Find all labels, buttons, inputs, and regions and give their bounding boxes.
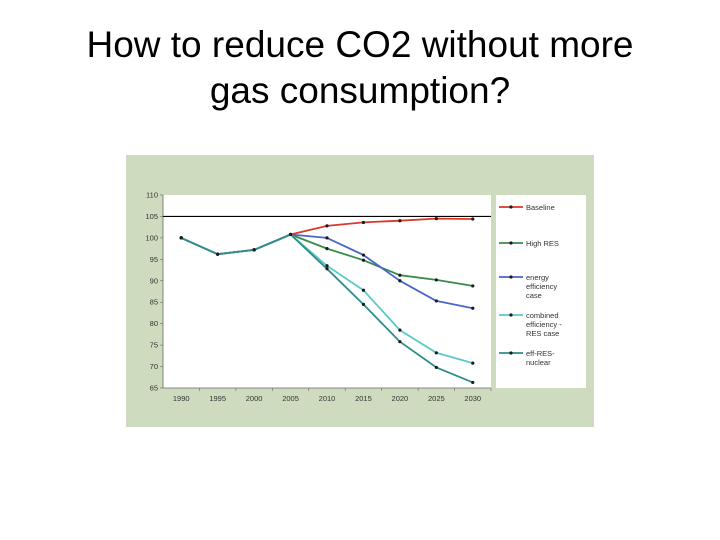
y-tick-label: 100 bbox=[145, 233, 158, 242]
x-tick-label: 2005 bbox=[282, 394, 299, 403]
y-tick-label: 65 bbox=[150, 384, 158, 393]
data-point bbox=[361, 288, 366, 292]
data-point bbox=[361, 258, 366, 262]
x-tick-label: 2000 bbox=[246, 394, 263, 403]
data-point bbox=[361, 220, 366, 225]
data-point bbox=[434, 299, 438, 303]
x-tick-label: 1995 bbox=[209, 394, 226, 403]
data-point bbox=[434, 216, 438, 221]
x-tick-label: 1990 bbox=[173, 394, 190, 403]
legend-marker-3 bbox=[509, 313, 513, 317]
data-point bbox=[471, 306, 475, 310]
data-point bbox=[288, 232, 293, 237]
legend-marker-2 bbox=[509, 275, 513, 279]
data-point bbox=[325, 247, 329, 251]
line-chart: 65 70 75 80 85 90 95 100 105 110 1990 1995 2000 2005 2… bbox=[145, 191, 586, 403]
legend-label-0: Baseline bbox=[526, 203, 555, 212]
y-tick-label: 105 bbox=[145, 212, 158, 221]
y-tick-label: 70 bbox=[150, 362, 158, 371]
data-point bbox=[325, 224, 329, 228]
slide-title: How to reduce CO2 without more gas consu… bbox=[0, 22, 720, 114]
data-point bbox=[398, 219, 402, 223]
legend-label-1: High RES bbox=[526, 239, 559, 248]
data-point bbox=[471, 217, 475, 221]
data-point bbox=[398, 279, 402, 283]
x-tick-label: 2025 bbox=[428, 394, 445, 403]
data-point bbox=[434, 278, 438, 282]
slide-title-line-1: How to reduce CO2 without more bbox=[86, 24, 634, 65]
x-tick-label: 2015 bbox=[355, 394, 372, 403]
legend-marker-1 bbox=[509, 241, 513, 245]
legend-label-4: eff-RES- bbox=[526, 349, 555, 358]
x-tick-label: 2020 bbox=[392, 394, 409, 403]
legend-label-3: efficiency - bbox=[526, 320, 562, 329]
data-point bbox=[434, 365, 438, 370]
slide-title-line-2: gas consumption? bbox=[209, 70, 511, 111]
y-tick-label: 75 bbox=[150, 341, 158, 350]
y-tick-label: 80 bbox=[150, 319, 158, 328]
data-point bbox=[325, 267, 329, 271]
data-point bbox=[216, 252, 220, 256]
data-point bbox=[325, 264, 329, 268]
y-tick-label: 85 bbox=[150, 298, 158, 307]
plot-area bbox=[163, 195, 491, 388]
y-tick-label: 110 bbox=[146, 191, 158, 200]
legend-box bbox=[496, 195, 586, 388]
data-point bbox=[471, 284, 475, 288]
legend-label-3: combined bbox=[526, 311, 559, 320]
data-point bbox=[325, 236, 329, 240]
legend-label-4: nuclear bbox=[526, 358, 551, 367]
legend-marker-0 bbox=[509, 205, 513, 209]
data-point bbox=[398, 340, 402, 344]
data-point bbox=[179, 236, 183, 240]
data-point bbox=[361, 253, 366, 257]
legend-label-2: energy bbox=[526, 273, 549, 282]
legend-label-2: case bbox=[526, 291, 542, 300]
chart-frame: 65 70 75 80 85 90 95 100 105 110 1990 1995 2000 2005 2… bbox=[126, 155, 594, 427]
data-point bbox=[361, 302, 366, 306]
data-point bbox=[471, 361, 475, 365]
x-tick-label: 2010 bbox=[319, 394, 336, 403]
legend-marker-4 bbox=[509, 351, 513, 355]
data-point bbox=[434, 351, 438, 355]
legend-label-2: efficiency bbox=[526, 282, 557, 291]
y-tick-label: 95 bbox=[150, 255, 158, 264]
x-tick-label: 2030 bbox=[464, 394, 481, 403]
data-point bbox=[252, 248, 256, 252]
y-tick-label: 90 bbox=[150, 276, 158, 285]
data-point bbox=[398, 273, 402, 277]
data-point bbox=[471, 380, 475, 385]
legend-label-3: RES case bbox=[526, 329, 559, 338]
data-point bbox=[398, 328, 402, 332]
